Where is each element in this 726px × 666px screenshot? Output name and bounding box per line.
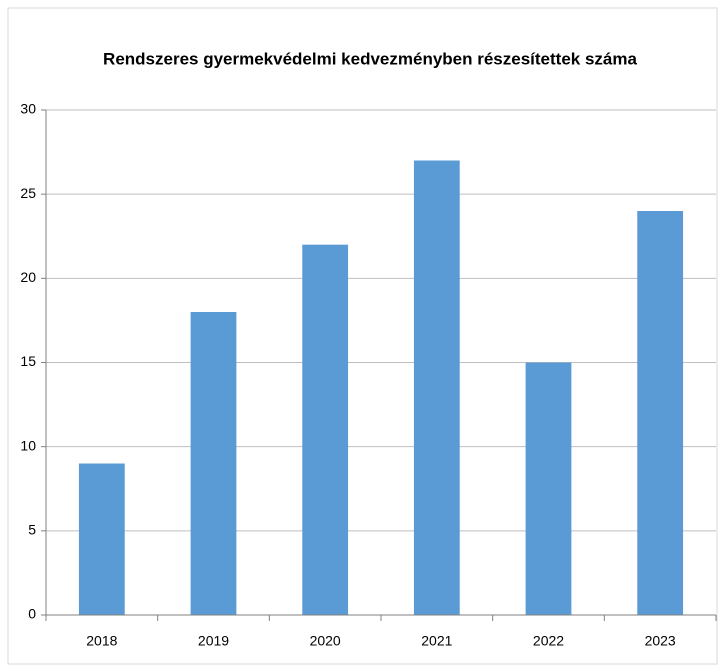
y-tick-label: 10 xyxy=(20,437,36,453)
x-tick-label: 2023 xyxy=(645,633,676,649)
y-tick-label: 20 xyxy=(20,269,36,285)
bar xyxy=(637,211,684,615)
x-tick-label: 2021 xyxy=(421,633,452,649)
bar xyxy=(78,463,125,615)
bar xyxy=(525,362,572,615)
bar xyxy=(190,312,237,615)
bar xyxy=(413,160,460,615)
x-tick-label: 2019 xyxy=(198,633,229,649)
bar xyxy=(302,244,349,615)
y-tick-label: 25 xyxy=(20,185,36,201)
x-tick-label: 2018 xyxy=(86,633,117,649)
chart-border xyxy=(7,7,718,665)
y-tick-label: 5 xyxy=(28,522,36,538)
x-tick-label: 2022 xyxy=(533,633,564,649)
chart-title: Rendszeres gyermekvédelmi kedvezményben … xyxy=(103,49,637,68)
y-tick-label: 0 xyxy=(28,606,36,622)
y-tick-label: 15 xyxy=(20,353,36,369)
x-tick-label: 2020 xyxy=(310,633,341,649)
y-tick-label: 30 xyxy=(20,101,36,117)
